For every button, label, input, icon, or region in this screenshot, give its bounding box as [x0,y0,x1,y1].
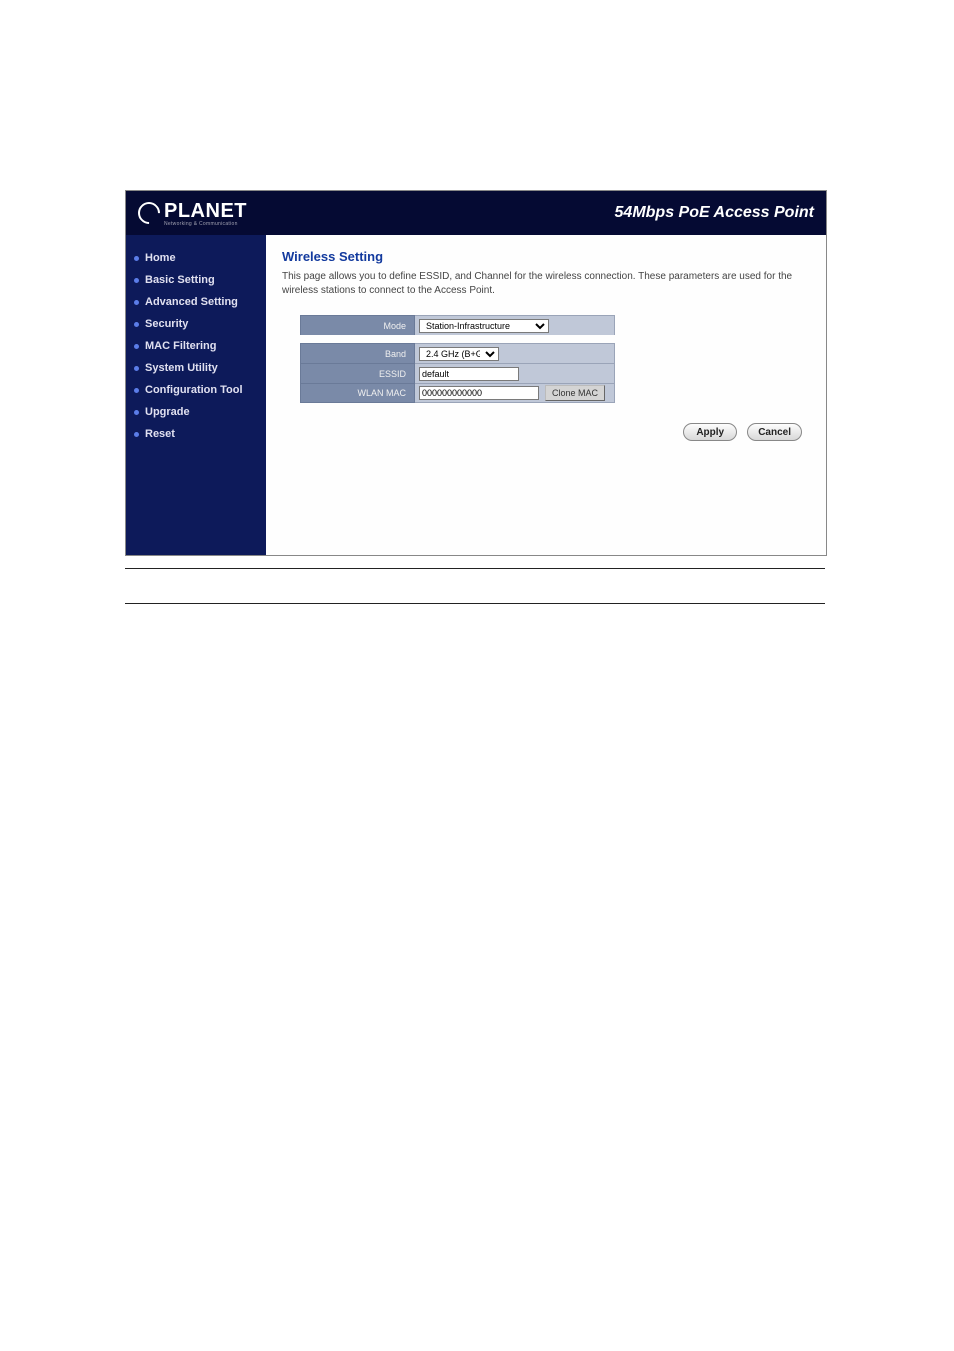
cancel-button[interactable]: Cancel [747,423,802,441]
logo-subtext: Networking & Communication [164,221,247,227]
sidebar-item-label: Reset [145,428,175,440]
mode-select[interactable]: Station-Infrastructure [419,319,549,333]
sidebar-item-mac-filtering[interactable]: MAC Filtering [132,335,260,357]
logo: PLANET Networking & Communication [138,200,247,227]
bullet-icon [134,322,139,327]
essid-input[interactable] [419,367,519,381]
bullet-icon [134,388,139,393]
sidebar-item-system-utility[interactable]: System Utility [132,357,260,379]
wireless-form: Mode Station-Infrastructure Band [300,315,810,403]
band-select[interactable]: 2.4 GHz (B+G) [419,347,499,361]
sidebar-item-label: MAC Filtering [145,340,217,352]
mode-label: Mode [300,315,415,335]
sidebar-item-label: System Utility [145,362,218,374]
essid-label: ESSID [300,363,415,383]
page-title: Wireless Setting [282,249,810,264]
product-title: 54Mbps PoE Access Point [615,204,814,222]
sidebar-item-label: Upgrade [145,406,190,418]
bullet-icon [134,410,139,415]
header-bar: PLANET Networking & Communication 54Mbps… [126,191,826,235]
action-row: Apply Cancel [282,423,810,441]
sidebar-item-configuration-tool[interactable]: Configuration Tool [132,379,260,401]
content-pane: Wireless Setting This page allows you to… [266,235,826,555]
apply-button[interactable]: Apply [683,423,737,441]
sidebar-item-home[interactable]: Home [132,247,260,269]
sidebar-item-label: Home [145,252,176,264]
wlanmac-input[interactable] [419,386,539,400]
bullet-icon [134,432,139,437]
sidebar-item-reset[interactable]: Reset [132,423,260,445]
sidebar-item-label: Advanced Setting [145,296,238,308]
bullet-icon [134,344,139,349]
bullet-icon [134,278,139,283]
bullet-icon [134,300,139,305]
band-label: Band [300,343,415,363]
sidebar-item-label: Configuration Tool [145,384,243,396]
planet-logo-icon [133,197,164,228]
bullet-icon [134,256,139,261]
page-description: This page allows you to define ESSID, an… [282,270,810,297]
sidebar: Home Basic Setting Advanced Setting Secu… [126,235,266,555]
divider [125,603,825,604]
sidebar-item-security[interactable]: Security [132,313,260,335]
sidebar-item-basic-setting[interactable]: Basic Setting [132,269,260,291]
clone-mac-button[interactable]: Clone MAC [545,385,605,401]
logo-text: PLANET [164,200,247,223]
wlanmac-label: WLAN MAC [300,383,415,403]
sidebar-item-label: Security [145,318,188,330]
sidebar-item-upgrade[interactable]: Upgrade [132,401,260,423]
bullet-icon [134,366,139,371]
app-frame: PLANET Networking & Communication 54Mbps… [125,190,827,556]
sidebar-item-advanced-setting[interactable]: Advanced Setting [132,291,260,313]
sidebar-item-label: Basic Setting [145,274,215,286]
